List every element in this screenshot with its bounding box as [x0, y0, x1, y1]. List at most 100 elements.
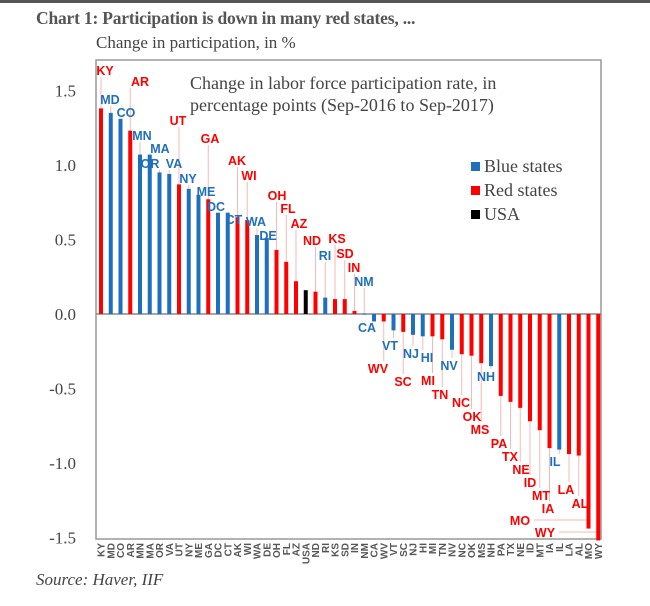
bar-label-SC: SC — [394, 375, 411, 389]
x-tick-label: RI — [321, 543, 332, 553]
bar-label-FL: FL — [280, 202, 296, 216]
bar-RI — [323, 297, 328, 314]
bar-AZ — [294, 281, 298, 314]
bar-label-NY: NY — [179, 172, 197, 186]
bar-ME — [196, 194, 201, 314]
x-tick-label: AR — [126, 542, 137, 557]
x-tick-label: MI — [428, 543, 439, 554]
bar-label-NE: NE — [512, 463, 529, 477]
bar-OH — [274, 249, 279, 314]
top-rule — [0, 0, 650, 3]
legend-label-red: Red states — [484, 180, 558, 200]
x-tick-label: WV — [379, 543, 390, 559]
x-tick-label: CO — [116, 543, 127, 558]
x-tick-label: USA — [301, 543, 312, 564]
bar-MD — [108, 112, 113, 314]
bar-label-AK: AK — [228, 154, 246, 168]
bar-label-CO: CO — [117, 106, 136, 120]
bar-label-AL: AL — [572, 497, 589, 511]
bar-label-MT: MT — [532, 489, 550, 503]
x-tick-label: MS — [477, 543, 488, 558]
bar-TX — [508, 314, 513, 402]
bar-label-WA: WA — [246, 215, 266, 229]
bar-label-NH: NH — [477, 370, 495, 384]
bar-label-NM: NM — [354, 275, 373, 289]
bar-OR — [157, 172, 162, 314]
bar-label-KY: KY — [96, 64, 114, 78]
bar-WA — [255, 235, 259, 314]
bar-label-IL: IL — [549, 455, 560, 469]
x-tick-label: NY — [184, 543, 195, 557]
bar-ND — [313, 291, 318, 314]
x-tick-label: CT — [223, 543, 234, 556]
bar-label-CA: CA — [358, 321, 376, 335]
x-tick-label: NC — [457, 543, 468, 557]
bar-MT — [537, 314, 542, 431]
bar-HI — [420, 314, 425, 337]
bar-SD — [342, 299, 347, 314]
legend-swatch-red — [471, 186, 480, 195]
bar-label-MD: MD — [100, 93, 119, 107]
legend-label-usa: USA — [484, 204, 520, 224]
x-tick-label: OR — [155, 542, 166, 558]
x-tick-label: NH — [487, 543, 498, 557]
bar-label-NC: NC — [452, 396, 470, 410]
bar-WY — [596, 314, 601, 541]
bar-label-TX: TX — [502, 450, 519, 464]
bar-label-ND: ND — [303, 234, 321, 248]
x-tick-label: OK — [467, 542, 478, 558]
bar-label-MI: MI — [421, 374, 435, 388]
legend-label-blue: Blue states — [484, 156, 563, 176]
bar-IA — [547, 314, 552, 449]
y-tick-label: 1.5 — [55, 82, 76, 101]
bar-AL — [576, 314, 581, 456]
x-tick-label: MA — [145, 543, 156, 559]
y-tick-label: -1.0 — [49, 454, 76, 473]
bar-AR — [128, 130, 133, 314]
bar-KY — [99, 108, 103, 314]
chart-subtitle: Change in participation, in % — [96, 33, 296, 52]
x-tick-label: GA — [204, 543, 215, 558]
bar-CA — [372, 314, 376, 322]
bar-label-MA: MA — [150, 142, 169, 156]
y-tick-label: -1.5 — [49, 529, 76, 548]
x-tick-label: MT — [535, 543, 546, 557]
bar-DC — [216, 212, 220, 314]
annotation-line-1: Change in labor force participation rate… — [190, 73, 496, 93]
x-tick-label: VA — [165, 543, 176, 556]
x-tick-label: DC — [214, 543, 225, 557]
bar-label-NJ: NJ — [403, 347, 419, 361]
bar-label-CT: CT — [226, 213, 243, 227]
y-tick-label: 0.0 — [55, 305, 76, 324]
bar-USA — [303, 290, 308, 314]
y-tick-label: 0.5 — [55, 231, 76, 250]
x-tick-label: IN — [350, 543, 361, 553]
x-tick-label: TN — [438, 543, 449, 556]
bar-SC — [401, 314, 406, 332]
bar-PA — [498, 314, 503, 396]
x-tick-label: CA — [370, 543, 381, 557]
bar-label-DE: DE — [259, 229, 276, 243]
bar-NM — [362, 313, 367, 315]
bar-IN — [352, 311, 357, 314]
bar-label-SD: SD — [336, 247, 353, 261]
bar-label-GA: GA — [201, 132, 220, 146]
bar-label-VA: VA — [166, 157, 182, 171]
chart-title: Chart 1: Participation is down in many r… — [36, 8, 416, 28]
bar-KS — [333, 299, 337, 314]
bar-ID — [528, 314, 532, 422]
x-tick-label: WI — [243, 543, 254, 555]
bar-label-VT: VT — [382, 339, 398, 353]
bar-label-AZ: AZ — [291, 217, 308, 231]
bar-label-IA: IA — [542, 502, 555, 516]
bar-NC — [459, 314, 464, 355]
bar-label-DC: DC — [207, 200, 225, 214]
bar-MN — [138, 154, 142, 314]
x-tick-label: ND — [311, 543, 322, 557]
bar-label-WI: WI — [241, 169, 256, 183]
y-tick-label: 1.0 — [55, 156, 76, 175]
x-tick-label: NM — [360, 543, 371, 559]
x-tick-label: SD — [340, 543, 351, 557]
x-tick-label: ID — [526, 543, 537, 553]
